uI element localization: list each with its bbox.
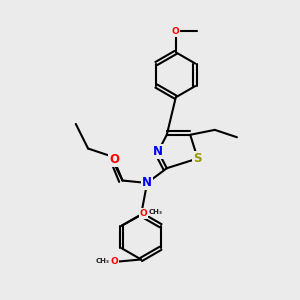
Text: CH₃: CH₃ — [96, 258, 110, 264]
Text: O: O — [172, 27, 180, 36]
Text: O: O — [109, 153, 119, 166]
Text: N: N — [153, 145, 163, 158]
Text: CH₃: CH₃ — [148, 209, 162, 215]
Text: O: O — [140, 209, 148, 218]
Text: S: S — [194, 152, 202, 165]
Text: N: N — [142, 176, 152, 190]
Text: O: O — [110, 257, 118, 266]
